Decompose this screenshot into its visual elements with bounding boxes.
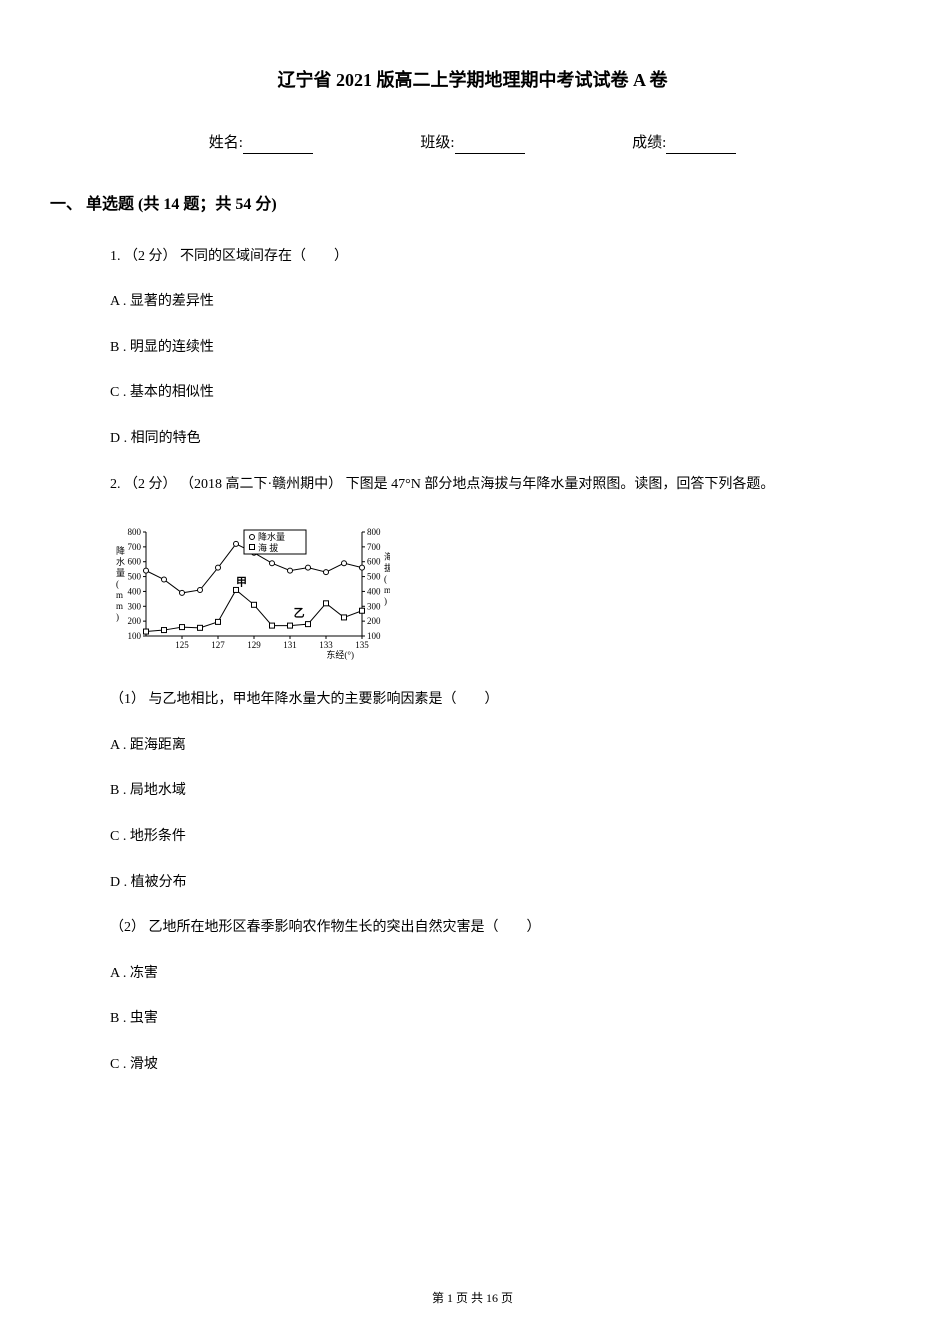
svg-text:300: 300 bbox=[367, 601, 381, 611]
name-blank[interactable] bbox=[243, 136, 313, 154]
svg-text:300: 300 bbox=[128, 601, 142, 611]
class-label: 班级: bbox=[420, 133, 454, 154]
svg-text:131: 131 bbox=[283, 640, 297, 650]
q2-sub1-option-b: B . 局地水域 bbox=[110, 781, 885, 801]
svg-text:(: ( bbox=[384, 574, 387, 584]
page-title: 辽宁省 2021 版高二上学期地理期中考试试卷 A 卷 bbox=[60, 68, 885, 93]
svg-text:甲: 甲 bbox=[236, 576, 247, 589]
svg-text:100: 100 bbox=[128, 631, 142, 641]
svg-text:500: 500 bbox=[367, 572, 381, 582]
q2-sub1-option-c: C . 地形条件 bbox=[110, 827, 885, 847]
svg-text:600: 600 bbox=[367, 557, 381, 567]
svg-text:200: 200 bbox=[128, 616, 142, 626]
svg-text:m: m bbox=[384, 585, 390, 595]
svg-text:700: 700 bbox=[367, 542, 381, 552]
svg-text:400: 400 bbox=[367, 587, 381, 597]
q2-sub2-stem: （2） 乙地所在地形区春季影响农作物生长的突出自然灾害是（ ） bbox=[110, 918, 885, 938]
svg-text:降水量: 降水量 bbox=[258, 531, 285, 542]
score-blank[interactable] bbox=[666, 136, 736, 154]
svg-text:m: m bbox=[116, 601, 123, 611]
q1-option-c: C . 基本的相似性 bbox=[110, 383, 885, 403]
svg-text:800: 800 bbox=[367, 527, 381, 537]
q1-option-b: B . 明显的连续性 bbox=[110, 338, 885, 358]
q2-sub2-option-a: A . 冻害 bbox=[110, 964, 885, 984]
svg-text:127: 127 bbox=[211, 640, 225, 650]
student-info-row: 姓名: 班级: 成绩: bbox=[60, 133, 885, 154]
svg-text:(: ( bbox=[116, 579, 119, 589]
question-1: 1. （2 分） 不同的区域间存在（ ） A . 显著的差异性 B . 明显的连… bbox=[110, 247, 885, 449]
q2-stem: 2. （2 分） （2018 高二下·赣州期中） 下图是 47°N 部分地点海拔… bbox=[110, 475, 885, 495]
svg-text:135: 135 bbox=[355, 640, 369, 650]
score-label: 成绩: bbox=[632, 133, 666, 154]
svg-text:500: 500 bbox=[128, 572, 142, 582]
svg-text:200: 200 bbox=[367, 616, 381, 626]
svg-text:): ) bbox=[116, 612, 119, 622]
svg-text:400: 400 bbox=[128, 587, 142, 597]
svg-text:东经(°): 东经(°) bbox=[326, 649, 354, 660]
q2-sub1-stem: （1） 与乙地相比，甲地年降水量大的主要影响因素是（ ） bbox=[110, 690, 885, 710]
svg-text:700: 700 bbox=[128, 542, 142, 552]
svg-text:133: 133 bbox=[319, 640, 333, 650]
svg-text:129: 129 bbox=[247, 640, 261, 650]
question-2: 2. （2 分） （2018 高二下·赣州期中） 下图是 47°N 部分地点海拔… bbox=[110, 475, 885, 1075]
svg-text:量: 量 bbox=[116, 568, 125, 578]
svg-text:拔: 拔 bbox=[384, 562, 390, 573]
section-heading: 一、 单选题 (共 14 题；共 54 分) bbox=[50, 194, 885, 216]
svg-text:100: 100 bbox=[367, 631, 381, 641]
q2-sub1-option-a: A . 距海距离 bbox=[110, 736, 885, 756]
svg-text:水: 水 bbox=[116, 556, 125, 567]
name-label: 姓名: bbox=[209, 133, 243, 154]
svg-text:m: m bbox=[116, 590, 123, 600]
page-footer: 第 1 页 共 16 页 bbox=[0, 1290, 945, 1307]
svg-text:): ) bbox=[384, 596, 387, 606]
svg-text:乙: 乙 bbox=[294, 607, 305, 620]
svg-text:海 拔: 海 拔 bbox=[258, 542, 278, 553]
q2-sub2-option-b: B . 虫害 bbox=[110, 1009, 885, 1029]
svg-text:800: 800 bbox=[128, 527, 142, 537]
q1-option-d: D . 相同的特色 bbox=[110, 429, 885, 449]
class-blank[interactable] bbox=[455, 136, 525, 154]
svg-text:125: 125 bbox=[175, 640, 189, 650]
q2-sub2-option-c: C . 滑坡 bbox=[110, 1055, 885, 1075]
q1-stem: 1. （2 分） 不同的区域间存在（ ） bbox=[110, 247, 885, 267]
svg-text:海: 海 bbox=[384, 551, 390, 562]
q1-option-a: A . 显著的差异性 bbox=[110, 292, 885, 312]
svg-text:600: 600 bbox=[128, 557, 142, 567]
svg-text:降: 降 bbox=[116, 545, 125, 556]
q2-sub1-option-d: D . 植被分布 bbox=[110, 873, 885, 893]
q2-chart: 100 200 300 400 500 600 700 800 100 200 300 400 500 6… bbox=[110, 520, 885, 660]
